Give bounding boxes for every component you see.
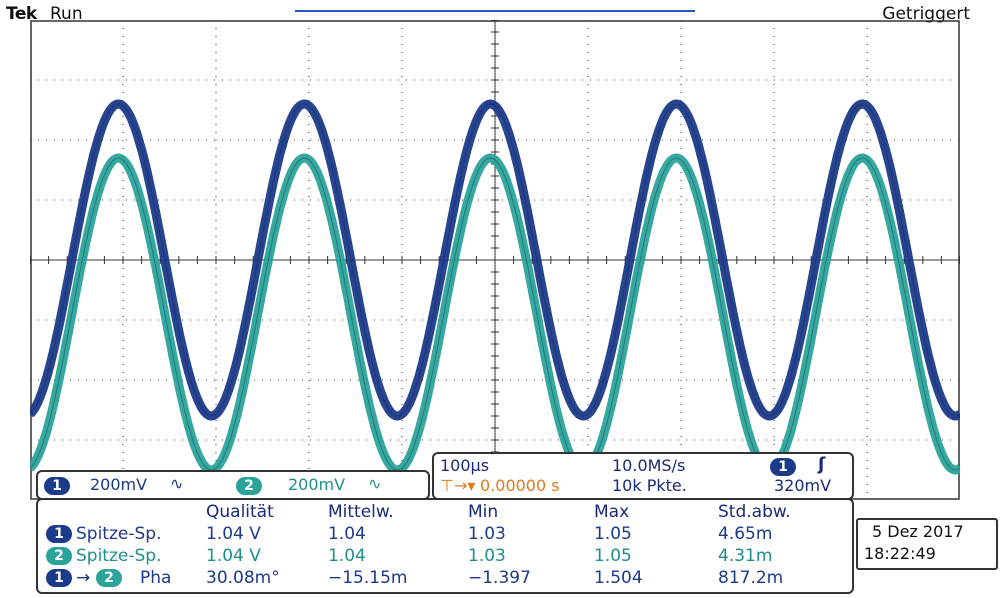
column-header: Max [594,502,630,522]
trigger-source-badge[interactable]: 1 [770,457,796,476]
graticule [30,20,960,500]
sine-wave-icon: ∿ [170,474,184,493]
trigger-position: 0.00000 s [480,476,560,495]
rising-edge-icon: ʃ [818,454,826,475]
time: 18:22:49 [864,544,936,563]
ch2-scale: 200mV [288,475,346,494]
measurement-min: 1.03 [468,524,506,544]
table-row[interactable]: 1 Spitze-Sp. 1.04 V 1.04 1.03 1.05 4.65m [46,524,772,546]
sine-wave-icon: ∿ [368,474,382,493]
ch1-scale: 200mV [90,475,148,494]
ch2-trace [30,153,960,475]
waveform-traces [30,99,960,475]
column-header: Qualität [206,502,274,522]
ch2-trace-noise [30,157,960,471]
arrow-right-icon: → [76,568,91,588]
waveform-display [30,20,960,500]
ch1-badge: 1 [46,569,72,587]
trigger-level: 320mV [774,476,832,495]
measurement-value: 1.04 V [206,546,261,566]
measurement-min: 1.03 [468,546,506,566]
column-header: Std.abw. [718,502,791,522]
ch1-trace-noise [30,103,960,417]
trigger-status: Getriggert [882,4,970,24]
datetime-box: 5 Dez 2017 18:22:49 [856,518,998,570]
ch2-badge[interactable]: 2 [236,476,262,495]
brand-logo: Tek [6,4,37,24]
measurement-max: 1.05 [594,524,632,544]
measurement-label: Spitze-Sp. [76,524,162,544]
record-length: 10k Pkte. [612,476,687,495]
time-per-div: 100µs [440,456,490,475]
timebase-box: 100µs 10.0MS/s 1 ʃ ⊤→▾ 0.00000 s 10k Pkt… [432,452,854,500]
measurement-value: 30.08m° [206,568,280,588]
trigger-position-icon: ⊤→▾ [440,476,476,495]
measurement-stddev: 4.65m [718,524,773,544]
sample-rate: 10.0MS/s [612,456,686,475]
date: 5 Dez 2017 [872,522,964,541]
ch1-badge: 1 [46,525,72,543]
measurement-label: Spitze-Sp. [76,546,162,566]
column-header: Min [468,502,499,522]
table-row[interactable]: 2 Spitze-Sp. 1.04 V 1.04 1.03 1.05 4.31m [46,546,772,568]
ch1-badge[interactable]: 1 [44,476,70,495]
ch2-badge: 2 [96,569,122,587]
table-row[interactable]: 1 → 2 Pha 30.08m° −15.15m −1.397 1.504 8… [46,568,783,590]
ch1-trace [30,99,960,421]
record-view-bar [295,10,695,12]
measurement-label: Pha [140,568,172,588]
measurement-mean: −15.15m [328,568,408,588]
channel-scale-box: 1 200mV ∿ 2 200mV ∿ [36,470,430,500]
acquisition-state: Run [50,4,83,24]
status-bar: Tek Run Getriggert [0,0,1000,24]
measurement-stddev: 817.2m [718,568,784,588]
measurement-table: Qualität Mittelw. Min Max Std.abw. 1 Spi… [36,498,854,594]
column-header: Mittelw. [328,502,394,522]
measurement-max: 1.05 [594,546,632,566]
measurement-max: 1.504 [594,568,643,588]
measurement-mean: 1.04 [328,546,366,566]
measurement-min: −1.397 [468,568,531,588]
measurement-stddev: 4.31m [718,546,773,566]
ch2-badge: 2 [46,547,72,565]
measurement-value: 1.04 V [206,524,261,544]
measurement-mean: 1.04 [328,524,366,544]
